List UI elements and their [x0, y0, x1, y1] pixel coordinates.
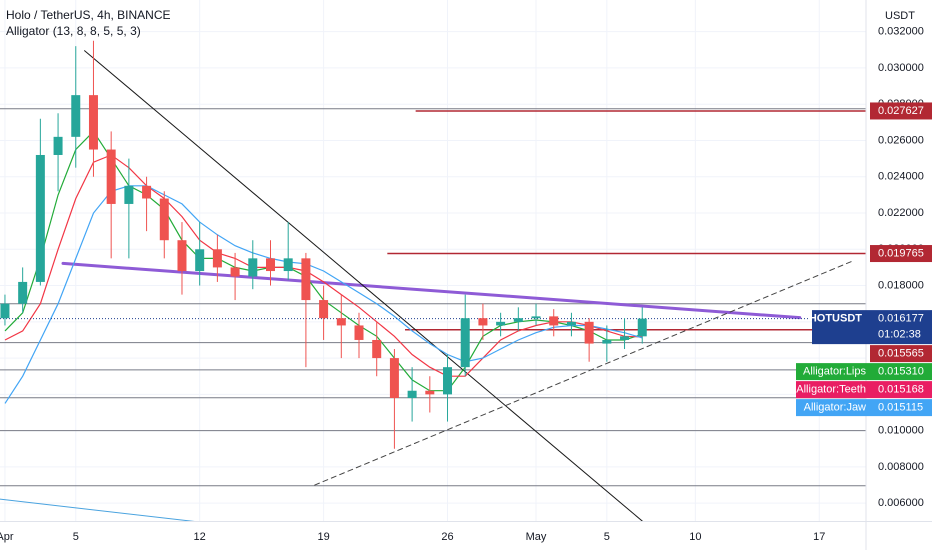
candle-body	[513, 318, 523, 322]
candle-body	[71, 95, 81, 137]
candle-body	[478, 318, 488, 326]
y-tick-label: 0.032000	[878, 26, 924, 38]
trend-line	[0, 498, 195, 521]
countdown-label: 01:02:38	[878, 329, 921, 341]
candle-body	[372, 339, 382, 359]
x-tick-label: May	[526, 531, 547, 543]
indicator-value: 0.015115	[878, 402, 923, 414]
level-label: 0.015565	[878, 348, 924, 360]
candle-body	[159, 198, 169, 241]
x-tick-label: 17	[813, 531, 825, 543]
candle-body	[566, 321, 576, 326]
y-tick-label: 0.030000	[878, 62, 924, 74]
x-tick-label: 5	[73, 531, 79, 543]
level-label-box	[870, 245, 932, 263]
chart-title: Holo / TetherUS, 4h, BINANCE	[6, 8, 171, 22]
indicator-name: Alligator:Lips	[803, 366, 866, 378]
plot-area	[0, 40, 866, 521]
candle-body	[230, 267, 240, 277]
indicator-value: 0.015310	[878, 366, 924, 378]
x-tick-label: 19	[317, 531, 329, 543]
indicator-label-box	[796, 381, 932, 399]
candle-body	[620, 336, 630, 340]
candle-body	[637, 318, 647, 337]
candle-body	[212, 249, 222, 268]
indicator-name: Alligator:Teeth	[796, 384, 866, 396]
trend-line	[84, 50, 643, 521]
y-tick-label: 0.026000	[878, 134, 924, 146]
grid	[0, 0, 866, 521]
candle-body	[195, 249, 205, 272]
symbol-label: HOTUSDT	[809, 313, 862, 325]
level-label-box	[870, 345, 932, 363]
candle-body	[124, 185, 134, 204]
candle-body	[425, 390, 435, 395]
candle-body	[336, 318, 346, 326]
indicator-value: 0.015168	[878, 384, 924, 396]
candle-body	[18, 281, 28, 304]
candle-body	[283, 258, 293, 272]
currency-label: USDT	[885, 10, 915, 22]
candle-body	[177, 240, 187, 272]
level-label-box	[870, 102, 932, 120]
candle-body	[106, 149, 116, 204]
candle-body	[389, 358, 399, 398]
x-tick-label: 10	[689, 531, 701, 543]
candle-body	[407, 390, 417, 398]
candle-body	[602, 339, 612, 344]
y-tick-label: 0.022000	[878, 207, 924, 219]
candle-body	[265, 258, 275, 272]
price-label: 0.016177	[878, 313, 924, 325]
y-tick-label: 0.008000	[878, 461, 924, 473]
candle-body	[531, 316, 541, 319]
indicator-label-box	[796, 399, 932, 417]
price-label-box	[812, 310, 932, 345]
candle-body	[354, 325, 364, 340]
candle-body	[319, 300, 329, 319]
candle-body	[53, 136, 63, 155]
candle-body	[301, 258, 311, 301]
candle-body	[460, 318, 470, 368]
trend-line	[314, 259, 856, 486]
y-tick-label: 0.010000	[878, 425, 924, 437]
candle-body	[88, 95, 98, 150]
price-labels: 0.027627 0.019765 HOTUSDT 0.016177 01:02:38 0…	[796, 102, 932, 417]
y-tick-label: 0.018000	[878, 279, 924, 291]
y-tick-label: 0.024000	[878, 171, 924, 183]
candle-body	[443, 367, 453, 395]
candle-body	[0, 303, 10, 319]
x-tick-label: 26	[441, 531, 453, 543]
candle-body	[248, 258, 258, 277]
candle-body	[35, 154, 45, 282]
candle-body	[549, 316, 559, 326]
x-tick-label: 12	[194, 531, 206, 543]
indicator-label-box	[796, 363, 932, 381]
indicator-label: Alligator (13, 8, 8, 5, 5, 3)	[6, 24, 141, 38]
x-tick-label: Apr	[0, 531, 14, 543]
y-tick-label: 0.006000	[878, 497, 924, 509]
indicator-name: Alligator:Jaw	[804, 402, 866, 414]
candle-body	[142, 185, 152, 199]
candle-body	[496, 321, 506, 326]
trend-line	[61, 261, 802, 320]
level-label: 0.019765	[878, 247, 924, 259]
candle-body	[584, 321, 594, 344]
level-label: 0.027627	[878, 105, 924, 117]
x-tick-label: 5	[604, 531, 610, 543]
